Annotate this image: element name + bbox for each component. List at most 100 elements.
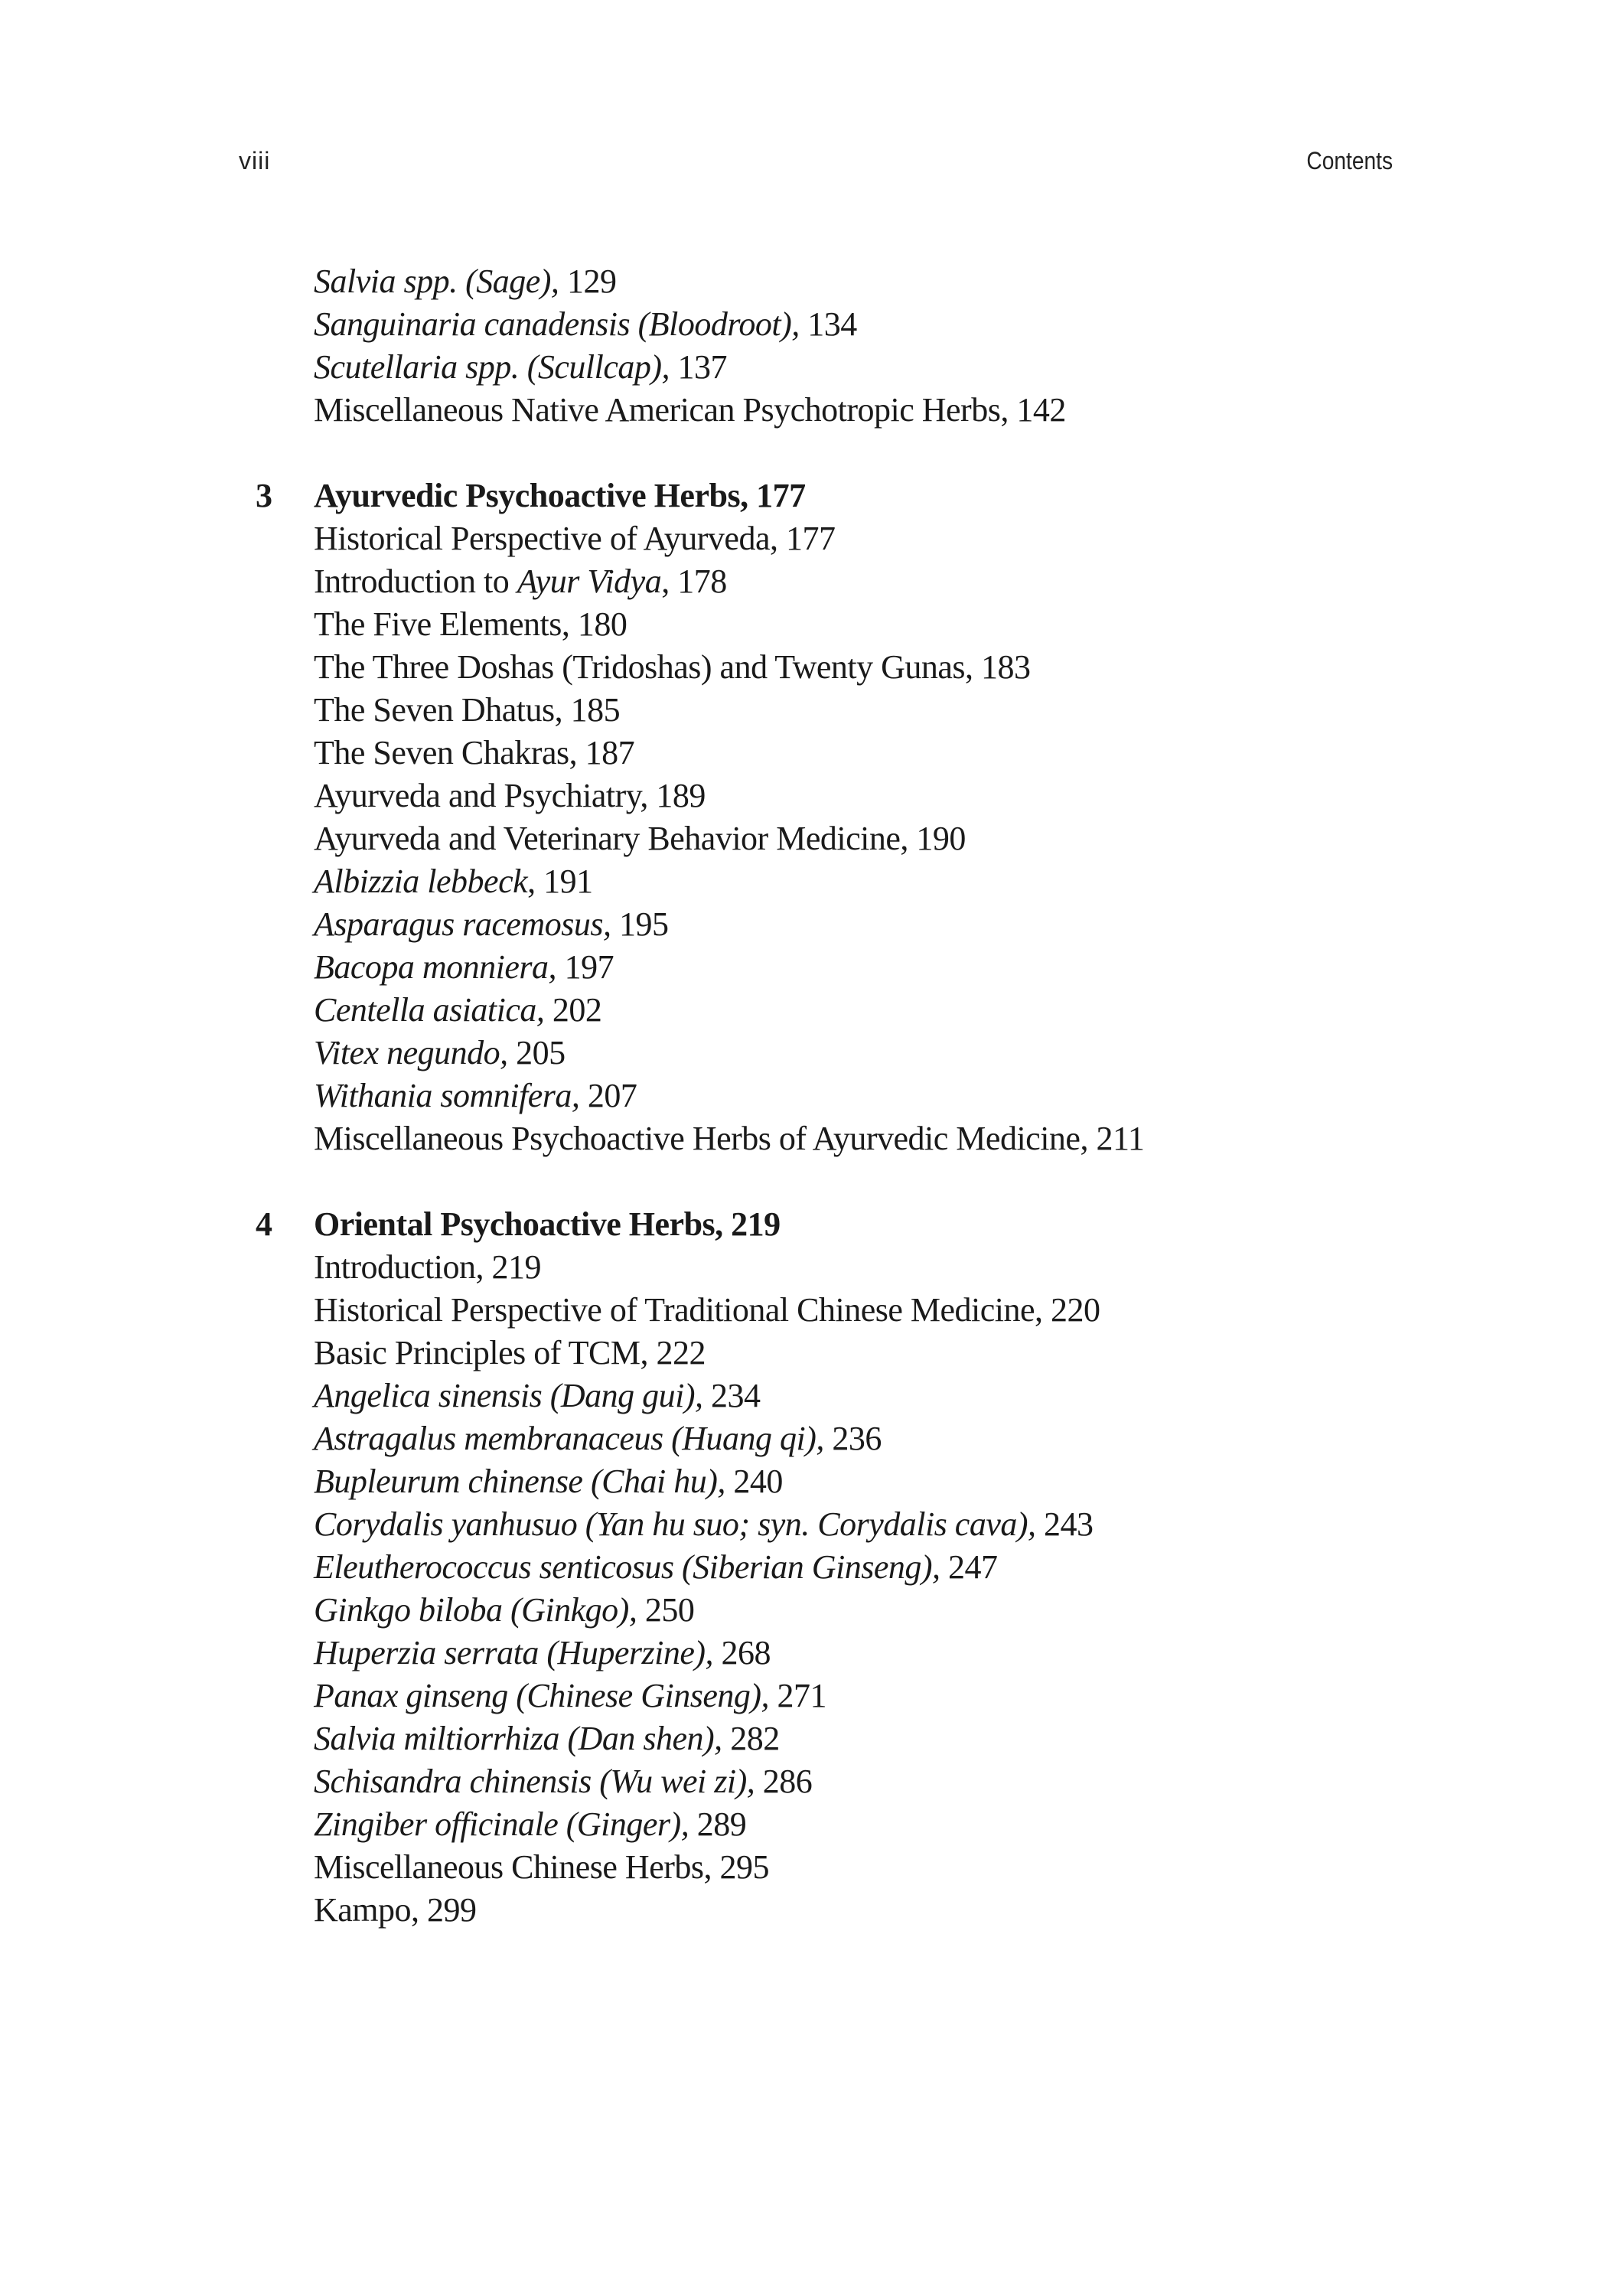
toc-entry[interactable]: Vitex negundo, 205 [0,1032,1607,1075]
toc-entry[interactable]: Albizzia lebbeck, 191 [0,860,1607,903]
entry-italic-segment: Eleutherococcus senticosus (Siberian Gin… [314,1548,940,1586]
toc-entry[interactable]: Introduction, 219 [0,1246,1607,1289]
toc-entry[interactable]: Basic Principles of TCM, 222 [0,1332,1607,1375]
chapter-number: 3 [256,477,272,514]
toc-entry-text: Corydalis yanhusuo (Yan hu suo; syn. Cor… [314,1503,1094,1546]
toc-entry[interactable]: Historical Perspective of Ayurveda, 177 [0,517,1607,560]
entry-text-segment: The Seven Dhatus, 185 [314,691,621,729]
entry-text-segment: 282 [722,1720,780,1757]
toc-entry-text: Vitex negundo, 205 [314,1032,566,1075]
toc-entry[interactable]: Angelica sinensis (Dang gui), 234 [0,1375,1607,1417]
toc-entry[interactable]: Sanguinaria canadensis (Bloodroot), 134 [0,303,1607,346]
entry-text-segment: 271 [769,1677,827,1714]
entry-text-segment: Historical Perspective of Ayurveda, 177 [314,520,836,557]
chapter-title: Oriental Psychoactive Herbs, 219 [314,1205,781,1243]
entry-text-segment: 197 [556,948,614,986]
toc-entry[interactable]: The Seven Chakras, 187 [0,732,1607,775]
toc-entry[interactable]: Ayurveda and Veterinary Behavior Medicin… [0,817,1607,860]
entry-text-segment: 234 [702,1377,761,1414]
section-spacer [0,432,1607,475]
toc-chapter-heading[interactable]: 3 Ayurvedic Psychoactive Herbs, 177 [0,475,1607,517]
toc-entry-text: Withania somnifera, 207 [314,1075,637,1117]
toc-entry[interactable]: Asparagus racemosus, 195 [0,903,1607,946]
toc-entry[interactable]: Withania somnifera, 207 [0,1075,1607,1117]
entry-text-segment: 240 [725,1463,783,1500]
entry-italic-segment: Schisandra chinensis (Wu wei zi), [314,1763,755,1800]
entry-text-segment: Historical Perspective of Traditional Ch… [314,1291,1100,1329]
toc-entry-text: Centella asiatica, 202 [314,989,602,1032]
toc-entry-text: Historical Perspective of Traditional Ch… [314,1289,1100,1332]
entry-text-segment: 268 [713,1634,771,1671]
entry-italic-segment: Huperzia serrata (Huperzine), [314,1634,714,1671]
toc-entry-text: Introduction, 219 [314,1246,542,1289]
toc-entry[interactable]: Introduction to Ayur Vidya, 178 [0,560,1607,603]
toc-entry[interactable]: Miscellaneous Psychoactive Herbs of Ayur… [0,1117,1607,1160]
entry-text-segment: 236 [823,1420,882,1457]
toc-entry-text: Scutellaria spp. (Scullcap), 137 [314,346,728,389]
toc-entry-text: Bacopa monniera, 197 [314,946,614,989]
toc-entry[interactable]: Historical Perspective of Traditional Ch… [0,1289,1607,1332]
toc-entry[interactable]: Ginkgo biloba (Ginkgo), 250 [0,1589,1607,1632]
entry-italic-segment: Salvia spp. (Sage), [314,263,559,300]
toc-entry-text: Asparagus racemosus, 195 [314,903,669,946]
toc-entry-text: Ginkgo biloba (Ginkgo), 250 [314,1589,695,1632]
toc-entry-text: Historical Perspective of Ayurveda, 177 [314,517,836,560]
toc-entry[interactable]: Miscellaneous Chinese Herbs, 295 [0,1846,1607,1889]
entry-text-segment: , 191 [527,863,593,900]
toc-entry[interactable]: Kampo, 299 [0,1889,1607,1932]
toc-chapter-heading[interactable]: 4 Oriental Psychoactive Herbs, 219 [0,1203,1607,1246]
entry-italic-segment: Ayur Vidya [517,563,662,600]
toc-entry[interactable]: Bacopa monniera, 197 [0,946,1607,989]
toc-entry-text: The Three Doshas (Tridoshas) and Twenty … [314,646,1031,689]
toc-entry-text: Miscellaneous Native American Psychotrop… [314,389,1066,432]
entry-italic-segment: Bupleurum chinense (Chai hu), [314,1463,725,1500]
toc-entry-text: Eleutherococcus senticosus (Siberian Gin… [314,1546,998,1589]
toc-entry-text: Albizzia lebbeck, 191 [314,860,593,903]
entry-italic-segment: Scutellaria spp. (Scullcap), [314,348,670,386]
entry-text-segment: 289 [689,1805,747,1843]
entry-text-segment: 247 [940,1548,998,1586]
toc-entry[interactable]: The Five Elements, 180 [0,603,1607,646]
entry-text-segment: Introduction to [314,563,517,600]
toc-entry[interactable]: Scutellaria spp. (Scullcap), 137 [0,346,1607,389]
toc-entry[interactable]: Astragalus membranaceus (Huang qi), 236 [0,1417,1607,1460]
entry-italic-segment: Angelica sinensis (Dang gui), [314,1377,703,1414]
page-number: viii [239,147,271,174]
toc-entry[interactable]: The Three Doshas (Tridoshas) and Twenty … [0,646,1607,689]
entry-italic-segment: Ginkgo biloba (Ginkgo), [314,1591,637,1629]
toc-entry[interactable]: Zingiber officinale (Ginger), 289 [0,1803,1607,1846]
toc-entry[interactable]: Schisandra chinensis (Wu wei zi), 286 [0,1760,1607,1803]
toc-entry-text: Ayurveda and Veterinary Behavior Medicin… [314,817,966,860]
entry-italic-segment: Centella asiatica, [314,991,545,1029]
entry-text-segment: Kampo, 299 [314,1891,477,1929]
toc-entry[interactable]: The Seven Dhatus, 185 [0,689,1607,732]
entry-italic-segment: Vitex negundo, [314,1034,508,1071]
entry-text-segment: 195 [611,905,669,943]
entry-text-segment: The Three Doshas (Tridoshas) and Twenty … [314,648,1031,686]
entry-text-segment: Miscellaneous Psychoactive Herbs of Ayur… [314,1120,1145,1157]
entry-text-segment: Basic Principles of TCM, 222 [314,1334,706,1371]
toc-entry-text: Kampo, 299 [314,1889,477,1932]
entry-italic-segment: Withania somnifera, [314,1077,580,1114]
entry-text-segment: 207 [579,1077,637,1114]
toc-entry-text: Salvia spp. (Sage), 129 [314,260,617,303]
toc-entry[interactable]: Ayurveda and Psychiatry, 189 [0,775,1607,817]
toc-entry[interactable]: Eleutherococcus senticosus (Siberian Gin… [0,1546,1607,1589]
section-spacer [0,1160,1607,1203]
toc-entry[interactable]: Salvia miltiorrhiza (Dan shen), 282 [0,1717,1607,1760]
entry-text-segment: 205 [507,1034,566,1071]
toc-entry-text: The Seven Dhatus, 185 [314,689,621,732]
toc-entry[interactable]: Corydalis yanhusuo (Yan hu suo; syn. Cor… [0,1503,1607,1546]
toc-entry[interactable]: Centella asiatica, 202 [0,989,1607,1032]
running-title: Contents [1306,147,1393,174]
toc-entry[interactable]: Salvia spp. (Sage), 129 [0,260,1607,303]
entry-text-segment: 137 [670,348,728,386]
toc-entry[interactable]: Panax ginseng (Chinese Ginseng), 271 [0,1675,1607,1717]
toc-entry-text: Salvia miltiorrhiza (Dan shen), 282 [314,1717,780,1760]
toc-entry-text: Schisandra chinensis (Wu wei zi), 286 [314,1760,813,1803]
toc-entry-text: Introduction to Ayur Vidya, 178 [314,560,727,603]
toc-entry[interactable]: Bupleurum chinense (Chai hu), 240 [0,1460,1607,1503]
toc-entry[interactable]: Miscellaneous Native American Psychotrop… [0,389,1607,432]
toc-entry[interactable]: Huperzia serrata (Huperzine), 268 [0,1632,1607,1675]
entry-text-segment: 250 [637,1591,695,1629]
